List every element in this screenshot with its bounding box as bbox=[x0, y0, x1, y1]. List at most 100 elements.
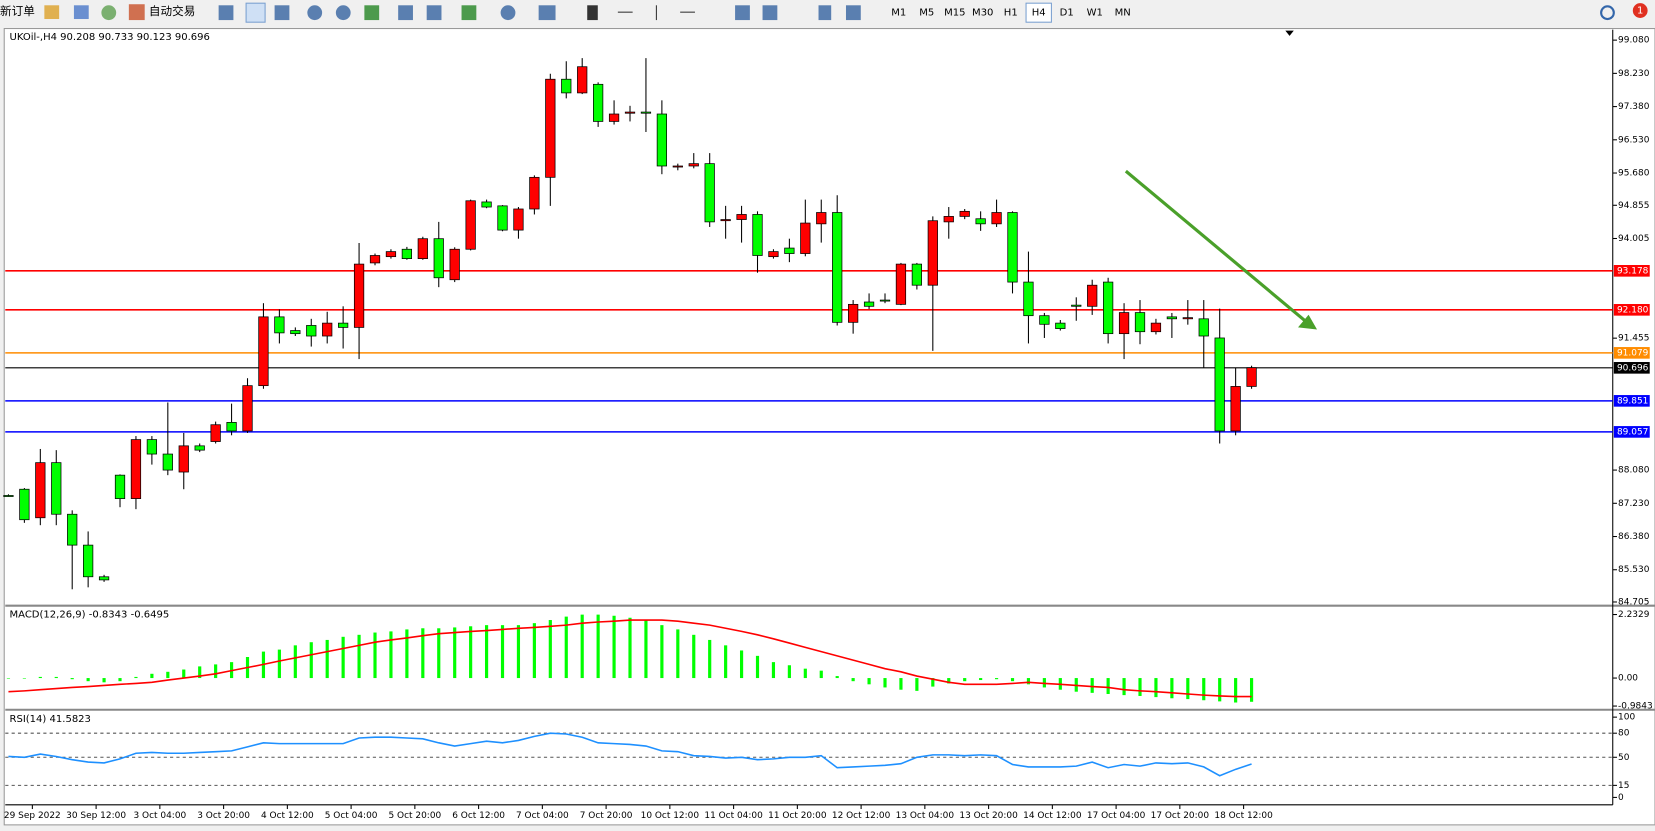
search[interactable] bbox=[1600, 5, 1615, 21]
candle-body bbox=[736, 214, 747, 220]
candle-body bbox=[656, 113, 668, 167]
macd-bar bbox=[357, 634, 361, 679]
tool[interactable] bbox=[538, 5, 556, 21]
x-tick-label: 5 Oct 04:00 bbox=[325, 811, 378, 821]
timeframe-button[interactable]: M15 bbox=[944, 8, 965, 19]
tool[interactable] bbox=[680, 11, 695, 13]
tool[interactable] bbox=[500, 5, 516, 21]
tool[interactable] bbox=[845, 5, 861, 21]
candle-body bbox=[433, 238, 444, 279]
macd-bar bbox=[421, 628, 425, 679]
candle-body bbox=[369, 255, 381, 264]
trend-arrowhead bbox=[1298, 314, 1318, 330]
timeframe-button[interactable]: W1 bbox=[1087, 8, 1103, 19]
tool[interactable] bbox=[218, 5, 234, 21]
tool[interactable] bbox=[461, 5, 477, 21]
candle-body bbox=[338, 322, 349, 328]
macd-bar bbox=[516, 625, 521, 679]
icon[interactable] bbox=[44, 5, 60, 20]
y-tick-label: 0.00 bbox=[1618, 674, 1638, 684]
candle-body bbox=[863, 301, 875, 307]
macd-bar bbox=[1090, 678, 1094, 693]
timeframe-button[interactable]: M5 bbox=[919, 8, 934, 19]
y-tick-label: 100 bbox=[1618, 713, 1635, 723]
macd-bar bbox=[500, 625, 505, 679]
candle-body bbox=[752, 214, 763, 256]
new-order-button[interactable]: 新订单 bbox=[0, 4, 35, 18]
macd-bar bbox=[38, 676, 42, 679]
macd-bar bbox=[102, 678, 106, 683]
macd-bar bbox=[70, 678, 74, 680]
macd-bar bbox=[182, 669, 186, 679]
notification-badge[interactable] bbox=[1632, 3, 1648, 18]
candle-body bbox=[816, 212, 827, 225]
x-tick-label: 29 Sep 2022 bbox=[4, 811, 61, 821]
candle-body bbox=[991, 212, 1002, 225]
y-tick-label: 87.230 bbox=[1618, 499, 1650, 509]
candle-body bbox=[19, 488, 30, 521]
candle-body bbox=[3, 495, 14, 497]
macd-label: MACD(12,26,9) -0.8343 -0.6495 bbox=[10, 610, 170, 621]
price-level-tag bbox=[1613, 395, 1650, 407]
candle-body bbox=[608, 113, 620, 122]
tool[interactable] bbox=[398, 5, 413, 21]
macd-bar bbox=[835, 676, 839, 679]
tool[interactable] bbox=[587, 5, 598, 21]
timeframe-button[interactable]: M1 bbox=[891, 8, 906, 19]
candle-body bbox=[290, 330, 301, 335]
candle-body bbox=[274, 316, 285, 334]
tool[interactable] bbox=[335, 5, 351, 21]
timeframe-button[interactable]: MN bbox=[1115, 8, 1131, 19]
macd-bar bbox=[771, 662, 776, 679]
price-level-tag bbox=[1613, 304, 1650, 316]
macd-bar bbox=[1010, 678, 1015, 682]
candle-body bbox=[1246, 367, 1257, 387]
candle-body bbox=[51, 462, 62, 515]
y-tick-label: 95.680 bbox=[1618, 169, 1650, 179]
tool[interactable] bbox=[655, 5, 657, 21]
tool[interactable] bbox=[364, 5, 380, 21]
y-tick-label: 2.2329 bbox=[1618, 610, 1650, 620]
tool[interactable] bbox=[818, 5, 832, 21]
tool[interactable] bbox=[426, 5, 442, 21]
icon[interactable] bbox=[73, 5, 89, 20]
candle-body bbox=[1214, 337, 1225, 432]
candle-body bbox=[895, 263, 907, 305]
icon[interactable] bbox=[101, 5, 117, 21]
tool[interactable] bbox=[762, 5, 778, 21]
x-tick-label: 13 Oct 20:00 bbox=[959, 811, 1018, 821]
candle-body bbox=[353, 263, 365, 328]
macd-bar bbox=[341, 636, 345, 679]
y-tick-label: 91.455 bbox=[1618, 334, 1649, 344]
macd-bar bbox=[437, 628, 441, 679]
y-tick-label: 94.005 bbox=[1618, 234, 1649, 244]
x-tick-label: 18 Oct 12:00 bbox=[1214, 811, 1273, 821]
macd-bar bbox=[1202, 678, 1206, 701]
timeframe-button[interactable]: D1 bbox=[1060, 8, 1074, 19]
macd-bar bbox=[405, 629, 409, 679]
macd-bar bbox=[803, 668, 807, 679]
macd-bar bbox=[293, 645, 297, 679]
notification-count: 1 bbox=[1637, 6, 1643, 17]
timeframe-button[interactable]: H4 bbox=[1032, 8, 1046, 19]
candle-body bbox=[465, 200, 476, 250]
tool[interactable] bbox=[307, 5, 323, 21]
tool[interactable] bbox=[245, 2, 266, 23]
timeframe-button[interactable]: M30 bbox=[972, 8, 993, 19]
price-level-tag bbox=[1613, 362, 1650, 374]
auto-trade-button[interactable]: 自动交易 bbox=[149, 4, 195, 18]
auto-trade-icon[interactable] bbox=[128, 4, 145, 21]
candle-body bbox=[98, 576, 110, 581]
tool[interactable] bbox=[274, 5, 290, 21]
macd-bar bbox=[277, 649, 281, 679]
timeframe-button[interactable]: H1 bbox=[1004, 8, 1018, 19]
tool[interactable] bbox=[735, 5, 750, 21]
macd-bar bbox=[979, 678, 983, 681]
macd-signal bbox=[8, 619, 1252, 698]
macd-bar bbox=[931, 678, 935, 687]
timeframes: M1 M5 M15 M30 H1 H4 D1 W1 MN bbox=[891, 2, 1131, 23]
macd-bar bbox=[867, 678, 871, 685]
tool[interactable] bbox=[617, 11, 633, 13]
macd-bar bbox=[325, 639, 329, 679]
